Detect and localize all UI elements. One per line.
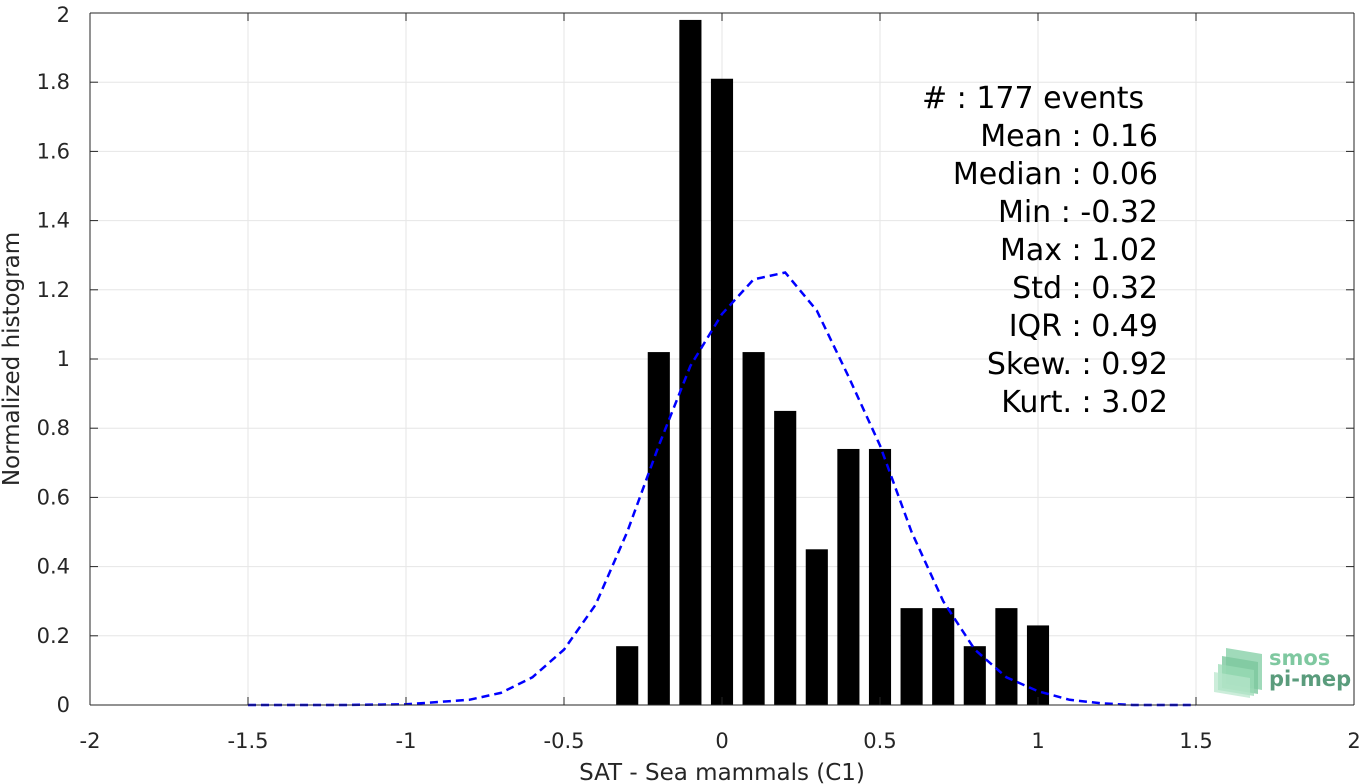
stat-mean: Mean : 0.16 [980,119,1158,154]
logo-text-pimep: pi-mep [1269,667,1351,691]
x-tick-label: -1 [396,729,417,753]
y-tick-label: 0.2 [37,624,70,648]
stat-kurt: Kurt. : 3.02 [1001,385,1168,420]
x-tick-label: 0.5 [863,729,896,753]
histogram-bar [1026,625,1050,705]
y-tick-label: 1 [57,347,70,371]
stat-median: Median : 0.06 [953,157,1158,192]
y-tick-label: 1.8 [37,70,70,94]
y-tick-label: 0.8 [37,416,70,440]
y-tick-label: 2 [57,3,70,27]
x-tick-label: 0 [715,729,728,753]
histogram-bar [900,608,923,705]
x-tick-label: 1 [1031,729,1044,753]
histogram-bar [774,410,797,705]
y-tick-label: 0.4 [37,555,70,579]
tick-labels: -2 -1.5 -1 -0.5 0 0.5 1 1.5 2 0 0.2 0.4 0.6 0.8 1 1.2 1.… [37,3,1361,753]
normal-fit-curve [248,271,1196,707]
logo-text-smos: smos [1269,646,1330,670]
x-tick-label: 1.5 [1179,729,1212,753]
stat-count: # : 177 events [922,81,1144,116]
histogram-bar [679,19,702,706]
stat-max: Max : 1.02 [1000,233,1158,268]
histogram-bar [805,549,828,705]
histogram-bar [963,646,986,705]
y-tick-label: 0.6 [37,485,70,509]
histogram-bar [647,352,670,705]
histogram-bar [868,448,892,705]
y-tick-label: 1.6 [37,139,70,163]
axes-frame [89,12,1355,706]
x-tick-label: -1.5 [228,729,269,753]
histogram-bars [616,19,1050,706]
x-tick-label: -2 [80,729,101,753]
smos-pi-mep-logo: smos pi-mep [1214,646,1351,698]
histogram-bar [995,608,1018,705]
x-axis-label: SAT - Sea mammals (C1) [579,760,865,784]
y-tick-label: 1.4 [37,209,70,233]
histogram-bar [616,646,639,705]
stat-iqr: IQR : 0.49 [1009,309,1158,344]
stat-std: Std : 0.32 [1012,271,1158,306]
x-tick-label: -0.5 [544,729,585,753]
stat-skew: Skew. : 0.92 [987,347,1168,382]
y-axis-label: Normalized histogram [0,232,25,486]
logo-mark-icon [1214,648,1262,698]
histogram-bar [932,608,955,705]
y-tick-label: 1.2 [37,278,70,302]
histogram-bar [837,448,860,705]
histogram-bar [710,78,734,706]
statistics-box: # : 177 events Mean : 0.16 Median : 0.06… [922,81,1168,420]
x-tick-label: 2 [1347,729,1360,753]
y-tick-label: 0 [57,693,70,717]
histogram-bar [742,352,765,705]
stat-min: Min : -0.32 [998,195,1158,230]
